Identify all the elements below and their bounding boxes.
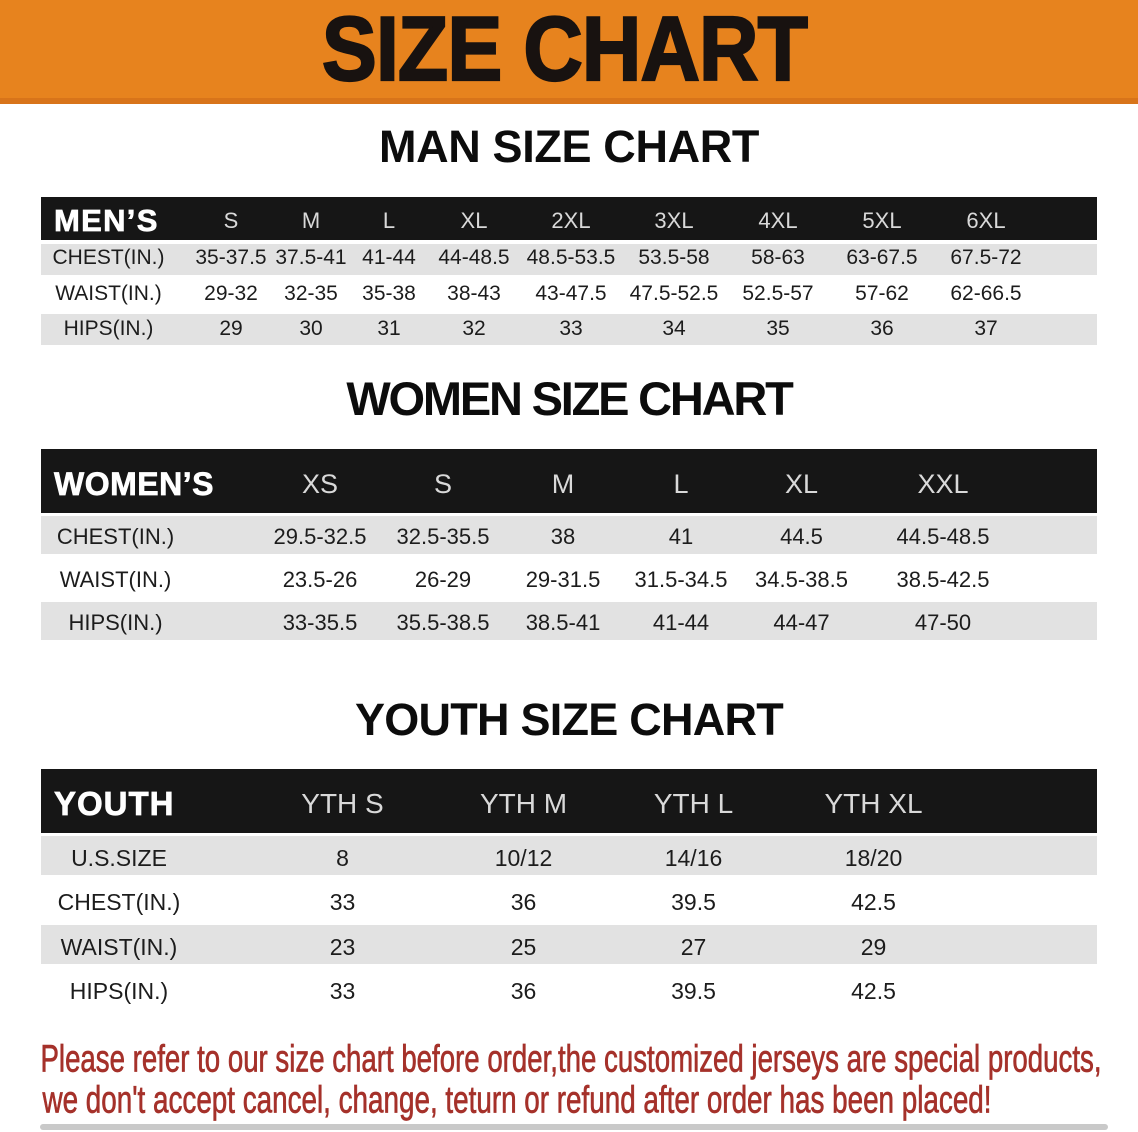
svg-text:we don't accept cancel, change: we don't accept cancel, change, teturn o… <box>42 1080 992 1122</box>
svg-text:Please refer to our size chart: Please refer to our size chart before or… <box>41 1039 1102 1081</box>
